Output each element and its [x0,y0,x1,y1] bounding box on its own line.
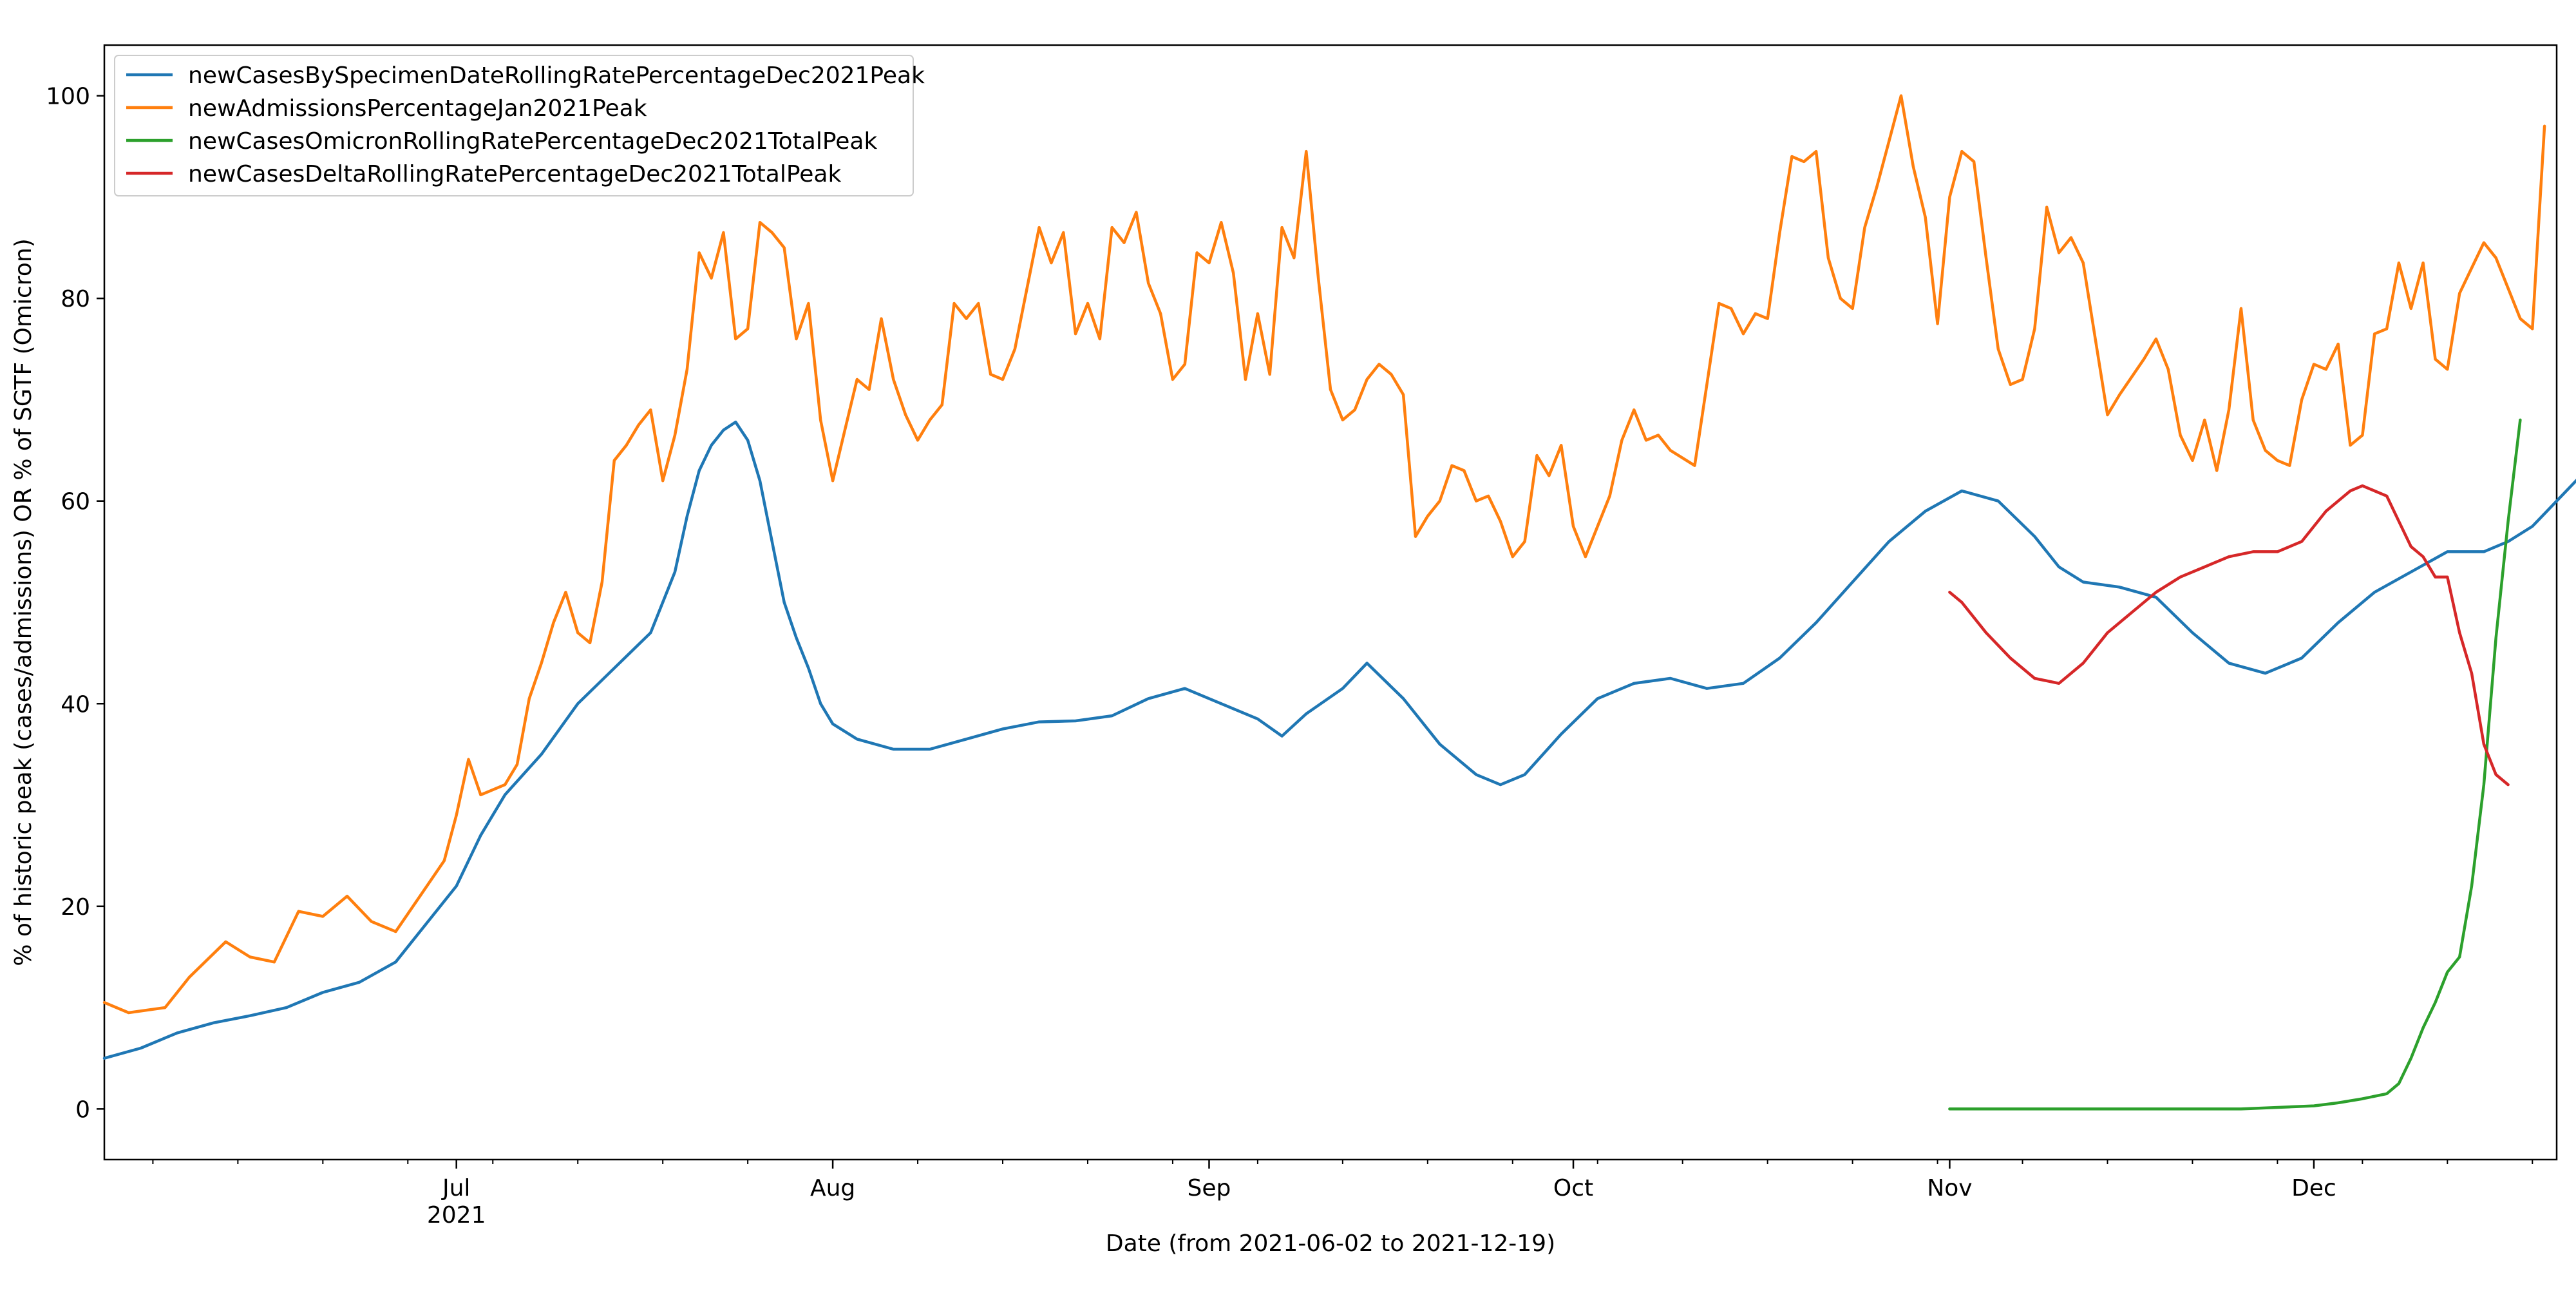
x-tick-sublabel: 2021 [427,1202,486,1229]
series-line-2 [102,94,2546,1015]
x-tick-label: Aug [810,1175,855,1201]
legend-label: newCasesDeltaRollingRatePercentageDec202… [188,161,841,187]
y-tick-label: 60 [61,489,90,515]
series-line-4 [1948,484,2510,787]
legend: newCasesBySpecimenDateRollingRatePercent… [114,55,925,196]
x-tick-label: Oct [1553,1175,1593,1201]
y-tick-label: 100 [46,84,90,110]
legend-box [114,55,914,196]
x-axis-label: Date (from 2021-06-02 to 2021-12-19) [1106,1230,1555,1257]
legend-label: newCasesOmicronRollingRatePercentageDec2… [188,128,877,155]
y-axis-label: % of historic peak (cases/admissions) OR… [10,238,37,966]
series-line-1 [102,420,2576,1060]
y-tick-label: 20 [61,894,90,921]
series-line-3 [1948,418,2522,1111]
y-axis-ticks: 0 20 40 60 80 100 [46,84,104,1123]
y-tick-label: 0 [75,1096,90,1123]
y-tick-label: 40 [61,691,90,718]
x-tick-label: Jul [441,1175,470,1201]
legend-label: newAdmissionsPercentageJan2021Peak [188,95,647,122]
x-tick-label: Sep [1188,1175,1231,1201]
legend-label: newCasesBySpecimenDateRollingRatePercent… [188,62,925,89]
x-tick-label: Nov [1927,1175,1972,1201]
series-lines [102,94,2576,1111]
y-tick-label: 80 [61,286,90,312]
plot-frame [103,44,2558,1161]
x-tick-label: Dec [2291,1175,2336,1201]
